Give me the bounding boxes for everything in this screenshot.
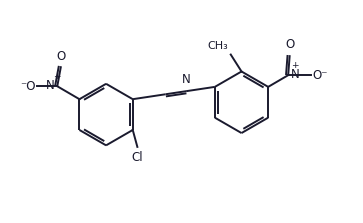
Text: N: N	[291, 68, 299, 81]
Text: +: +	[291, 61, 299, 70]
Text: O⁻: O⁻	[313, 69, 328, 82]
Text: O: O	[285, 39, 294, 52]
Text: N: N	[46, 79, 55, 92]
Text: CH₃: CH₃	[208, 41, 228, 52]
Text: N: N	[182, 73, 191, 86]
Text: Cl: Cl	[131, 151, 143, 164]
Text: +: +	[53, 72, 61, 81]
Text: O: O	[56, 50, 66, 63]
Text: ⁻O: ⁻O	[20, 80, 36, 93]
